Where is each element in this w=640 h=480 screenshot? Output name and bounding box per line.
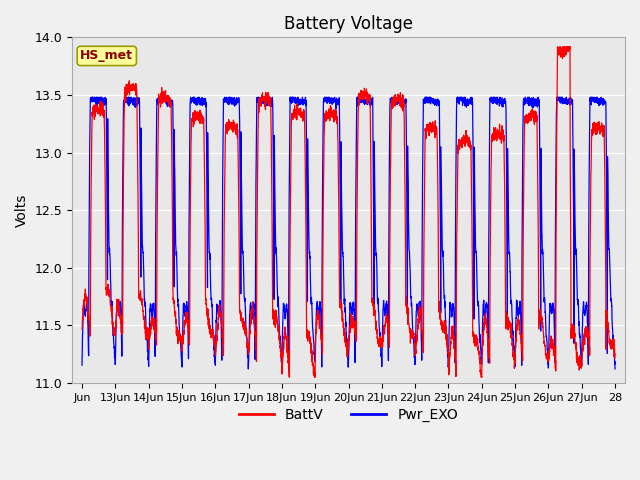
Y-axis label: Volts: Volts bbox=[15, 193, 29, 227]
Text: HS_met: HS_met bbox=[81, 49, 133, 62]
Title: Battery Voltage: Battery Voltage bbox=[284, 15, 413, 33]
Legend: BattV, Pwr_EXO: BattV, Pwr_EXO bbox=[234, 403, 463, 428]
